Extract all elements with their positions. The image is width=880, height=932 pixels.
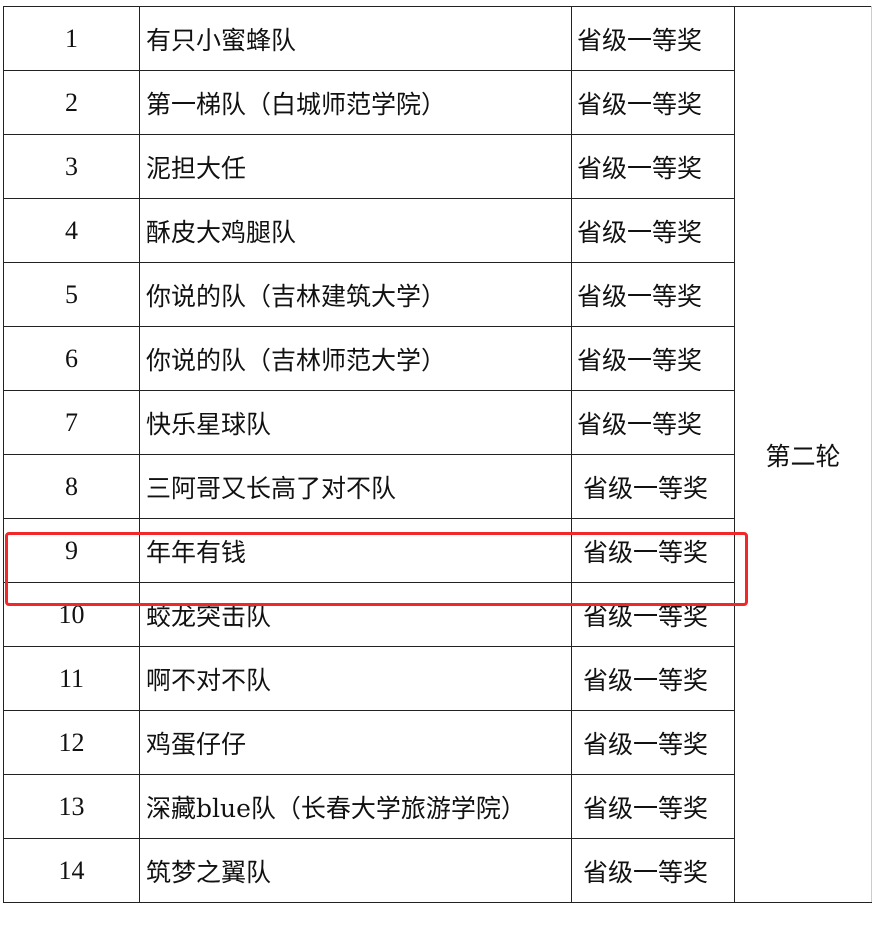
row-number: 4 bbox=[3, 198, 140, 263]
table-row: 7 快乐星球队 省级一等奖 bbox=[3, 390, 872, 455]
table-row: 14 筑梦之翼队 省级一等奖 bbox=[3, 838, 872, 903]
award-level: 省级一等奖 bbox=[571, 582, 735, 647]
round-cell: 第二轮 bbox=[734, 6, 872, 903]
row-number: 11 bbox=[3, 646, 140, 711]
table-row: 5 你说的队（吉林建筑大学） 省级一等奖 bbox=[3, 262, 872, 327]
table-row: 13 深藏blue队（长春大学旅游学院） 省级一等奖 bbox=[3, 774, 872, 839]
row-number: 13 bbox=[3, 774, 140, 839]
awards-table: 1 有只小蜜蜂队 省级一等奖 第二轮 2 第一梯队（白城师范学院） 省级一等奖 3 泥担大任 省级… bbox=[3, 6, 872, 903]
team-name: 筑梦之翼队 bbox=[139, 838, 572, 903]
row-number: 6 bbox=[3, 326, 140, 391]
award-level: 省级一等奖 bbox=[571, 838, 735, 903]
table-row: 9 年年有钱 省级一等奖 bbox=[3, 518, 872, 583]
team-name: 第一梯队（白城师范学院） bbox=[139, 70, 572, 135]
row-number: 9 bbox=[3, 518, 140, 583]
team-name: 有只小蜜蜂队 bbox=[139, 6, 572, 71]
team-name: 你说的队（吉林建筑大学） bbox=[139, 262, 572, 327]
award-level: 省级一等奖 bbox=[571, 646, 735, 711]
award-level: 省级一等奖 bbox=[571, 518, 735, 583]
team-name: 三阿哥又长高了对不队 bbox=[139, 454, 572, 519]
row-number: 14 bbox=[3, 838, 140, 903]
table-row: 12 鸡蛋仔仔 省级一等奖 bbox=[3, 710, 872, 775]
award-level: 省级一等奖 bbox=[571, 326, 735, 391]
team-name: 深藏blue队（长春大学旅游学院） bbox=[139, 774, 572, 839]
team-name: 酥皮大鸡腿队 bbox=[139, 198, 572, 263]
row-number: 1 bbox=[3, 6, 140, 71]
award-level: 省级一等奖 bbox=[571, 6, 735, 71]
table-row: 3 泥担大任 省级一等奖 bbox=[3, 134, 872, 199]
award-level: 省级一等奖 bbox=[571, 262, 735, 327]
row-number: 12 bbox=[3, 710, 140, 775]
row-number: 10 bbox=[3, 582, 140, 647]
row-number: 3 bbox=[3, 134, 140, 199]
award-level: 省级一等奖 bbox=[571, 198, 735, 263]
row-number: 8 bbox=[3, 454, 140, 519]
team-name: 快乐星球队 bbox=[139, 390, 572, 455]
award-level: 省级一等奖 bbox=[571, 454, 735, 519]
team-name: 泥担大任 bbox=[139, 134, 572, 199]
team-name: 鸡蛋仔仔 bbox=[139, 710, 572, 775]
row-number: 7 bbox=[3, 390, 140, 455]
award-level: 省级一等奖 bbox=[571, 710, 735, 775]
row-number: 2 bbox=[3, 70, 140, 135]
award-level: 省级一等奖 bbox=[571, 134, 735, 199]
team-name: 年年有钱 bbox=[139, 518, 572, 583]
table-row: 1 有只小蜜蜂队 省级一等奖 第二轮 bbox=[3, 6, 872, 903]
award-level: 省级一等奖 bbox=[571, 774, 735, 839]
table-row: 11 啊不对不队 省级一等奖 bbox=[3, 646, 872, 711]
team-name: 你说的队（吉林师范大学） bbox=[139, 326, 572, 391]
row-number: 5 bbox=[3, 262, 140, 327]
award-level: 省级一等奖 bbox=[571, 390, 735, 455]
table-row: 2 第一梯队（白城师范学院） 省级一等奖 bbox=[3, 70, 872, 135]
team-name: 啊不对不队 bbox=[139, 646, 572, 711]
award-level: 省级一等奖 bbox=[571, 70, 735, 135]
table-row: 10 蛟龙突击队 省级一等奖 bbox=[3, 582, 872, 647]
table-row: 4 酥皮大鸡腿队 省级一等奖 bbox=[3, 198, 872, 263]
table-row: 8 三阿哥又长高了对不队 省级一等奖 bbox=[3, 454, 872, 519]
team-name: 蛟龙突击队 bbox=[139, 582, 572, 647]
